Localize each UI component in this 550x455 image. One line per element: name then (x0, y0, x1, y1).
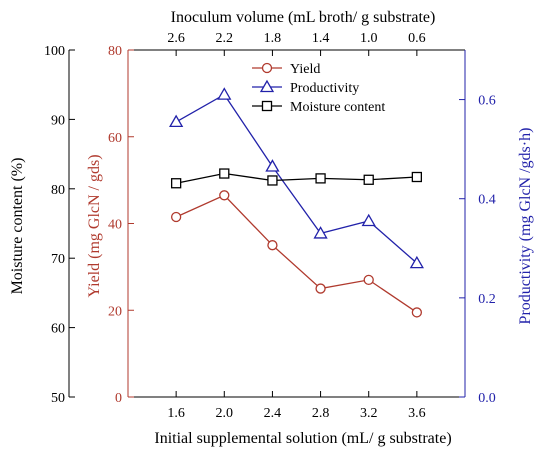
moisture-tick-label: 90 (51, 113, 65, 128)
top-axis: 2.6 2.2 1.8 1.4 1.0 0.6 (167, 31, 426, 56)
x-tick-label: 3.6 (408, 406, 426, 421)
yield-axis-label: Yield (mg GlcN / gds) (86, 154, 103, 297)
x-axis-label: Initial supplemental solution (mL/ g sub… (154, 430, 451, 447)
x-tick-label: 2.8 (312, 406, 330, 421)
top-tick-label: 1.8 (264, 31, 282, 46)
moisture-content-point (219, 168, 230, 179)
legend-yield-label: Yield (290, 62, 320, 77)
yield-tick-label: 60 (108, 131, 122, 146)
legend-moisture-content-marker (261, 100, 273, 112)
yield-tick-label: 40 (108, 218, 122, 233)
yield-tick-label: 0 (115, 391, 122, 406)
yield-axis: 0 20 40 60 80 (108, 44, 134, 406)
legend-moisture-content-label: Moisture content (290, 100, 385, 115)
legend-productivity-label: Productivity (290, 81, 359, 96)
productivity-tick-label: 0.2 (478, 292, 496, 307)
x-axis: 1.6 2.0 2.4 2.8 3.2 3.6 (167, 391, 426, 421)
legend-productivity-marker (259, 79, 275, 93)
moisture-tick-label: 100 (44, 44, 65, 59)
yield-point (170, 211, 182, 223)
moisture-axis: 50 60 70 80 90 100 (44, 44, 75, 406)
yield-point (315, 283, 326, 294)
yield-point (267, 240, 278, 251)
plot-frame (128, 49, 465, 398)
moisture-content-point (411, 171, 423, 183)
x-tick-label: 3.2 (360, 406, 378, 421)
top-tick-label: 1.0 (360, 31, 378, 46)
moisture-content-point (267, 175, 278, 186)
moisture-tick-label: 50 (51, 391, 65, 406)
productivity-point (361, 213, 376, 227)
legend-yield-marker (261, 62, 273, 74)
moisture-tick-label: 80 (51, 183, 65, 198)
x-tick-label: 1.6 (167, 406, 185, 421)
top-axis-label: Inoculum volume (mL broth/ g substrate) (171, 9, 436, 26)
productivity-point (409, 255, 424, 269)
productivity-line (175, 93, 418, 264)
yield-point (219, 190, 230, 201)
yield-point (411, 307, 423, 318)
productivity-tick-label: 0.6 (478, 94, 496, 109)
productivity-axis: 0.0 0.2 0.4 0.6 (459, 50, 496, 406)
moisture-content-point (363, 174, 374, 185)
series-layer (169, 87, 424, 318)
moisture-tick-label: 60 (51, 322, 65, 337)
productivity-point (217, 87, 232, 100)
x-tick-label: 2.4 (264, 406, 282, 421)
moisture-tick-label: 70 (51, 252, 65, 267)
x-tick-label: 2.0 (216, 406, 234, 421)
productivity-point (265, 159, 280, 172)
productivity-point (169, 114, 184, 128)
productivity-tick-label: 0.4 (478, 193, 496, 208)
top-tick-label: 2.2 (216, 31, 234, 46)
top-tick-label: 1.4 (312, 31, 330, 46)
moisture-content-point (315, 173, 326, 184)
productivity-tick-label: 0.0 (478, 391, 496, 406)
productivity-point (313, 226, 328, 239)
yield-tick-label: 80 (108, 44, 122, 59)
moisture-content-line (176, 172, 417, 184)
top-tick-label: 0.6 (408, 31, 426, 46)
legend: Yield Productivity Moisture content (252, 62, 385, 115)
yield-line (175, 194, 418, 313)
yield-tick-label: 20 (108, 304, 122, 319)
productivity-axis-label: Productivity (mg GlcN /gds·h) (517, 128, 534, 325)
yield-point (363, 274, 374, 286)
moisture-content-point (170, 178, 182, 189)
moisture-axis-label: Moisture content (%) (9, 158, 26, 295)
top-tick-label: 2.6 (167, 31, 185, 46)
